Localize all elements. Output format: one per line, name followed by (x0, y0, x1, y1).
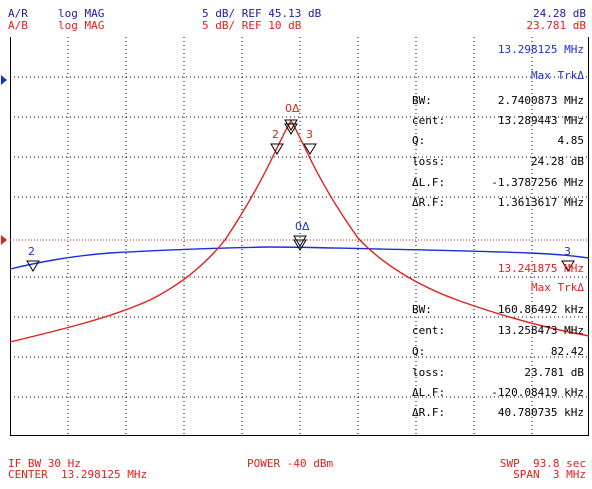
ch1-trace (9, 246, 590, 270)
graticule-frame (10, 37, 589, 436)
ch1-dlf-value: -1.3787256 MHz (491, 176, 584, 189)
ch1-delta-marker-label: 0Δ (295, 220, 310, 233)
ch2-format: log MAG (58, 19, 105, 32)
ch2-dlf-label: ΔL.F: (412, 386, 446, 399)
ch1-loss-value: 24.28 dB (531, 155, 584, 168)
center-frequency: CENTER 13.298125 MHz (8, 468, 148, 481)
ch1-marker-value: 24.28 dB (533, 7, 586, 20)
ch1-scale: 5 dB/ REF 45.13 dB (202, 7, 322, 20)
ch2-markers (270, 119, 317, 155)
ch2-loss-label: loss: (412, 366, 446, 379)
ch1-drf-label: ΔR.F: (412, 196, 446, 209)
ch2-marker-3-label: 3 (306, 128, 313, 141)
ch2-marker-mode: Max TrkΔ (531, 281, 584, 294)
ch1-marker-mode: Max TrkΔ (531, 69, 584, 82)
ch1-loss-label: loss: (412, 155, 446, 168)
ch1-dlf-label: ΔL.F: (412, 176, 446, 189)
ch1-cent-value: 13.289443 MHz (497, 114, 584, 127)
ch1-params: A/R (8, 7, 28, 20)
ch2-drf-value: 40.780735 kHz (497, 406, 584, 419)
ch2-q-label: Q: (412, 345, 426, 358)
ch2-drf-label: ΔR.F: (412, 406, 446, 419)
ch2-marker-2-label: 2 (272, 128, 279, 141)
ch1-marker-3-label: 3 (564, 245, 571, 258)
ch2-loss-value: 23.781 dB (524, 366, 584, 379)
ch1-marker-frequency: 13.298125 MHz (497, 43, 584, 56)
ch2-params: A/B (8, 19, 28, 32)
ch1-cent-label: cent: (412, 114, 446, 127)
ch2-cent-value: 13.258473 MHz (497, 324, 584, 337)
ch1-drf-value: 1.3613617 MHz (497, 196, 584, 209)
ch1-q-label: Q: (412, 134, 426, 147)
frequency-span: SPAN 3 MHz (513, 468, 586, 481)
ch1-marker-2-label: 2 (28, 245, 35, 258)
ch2-marker-value: 23.781 dB (526, 19, 586, 32)
ch2-trace (9, 119, 590, 343)
ch2-bw-value: 160.86492 kHz (497, 303, 584, 316)
ch2-cent-label: cent: (412, 324, 446, 337)
sweep-time: SWP 93.8 sec (499, 457, 586, 470)
ch2-reference-pointer (1, 235, 7, 245)
ch2-marker-frequency: 13.241875 MHz (497, 262, 584, 275)
ch1-reference-pointer (1, 75, 7, 85)
source-power: POWER -40 dBm (247, 457, 334, 470)
ch1-markers (26, 235, 575, 272)
ch2-bw-label: BW: (412, 303, 432, 316)
ch1-bw-value: 2.7400873 MHz (497, 94, 584, 107)
ch2-dlf-value: -120.08419 kHz (491, 386, 584, 399)
ch2-delta-marker-label: 0Δ (285, 102, 300, 115)
ch2-q-value: 82.42 (550, 345, 584, 358)
ch2-scale: 5 dB/ REF 10 dB (202, 19, 302, 32)
ch1-bw-label: BW: (412, 94, 432, 107)
ch1-format: log MAG (58, 7, 105, 20)
vertical-gridlines (67, 37, 533, 436)
ch1-q-value: 4.85 (557, 134, 585, 147)
if-bandwidth: IF BW 30 Hz (8, 457, 81, 470)
